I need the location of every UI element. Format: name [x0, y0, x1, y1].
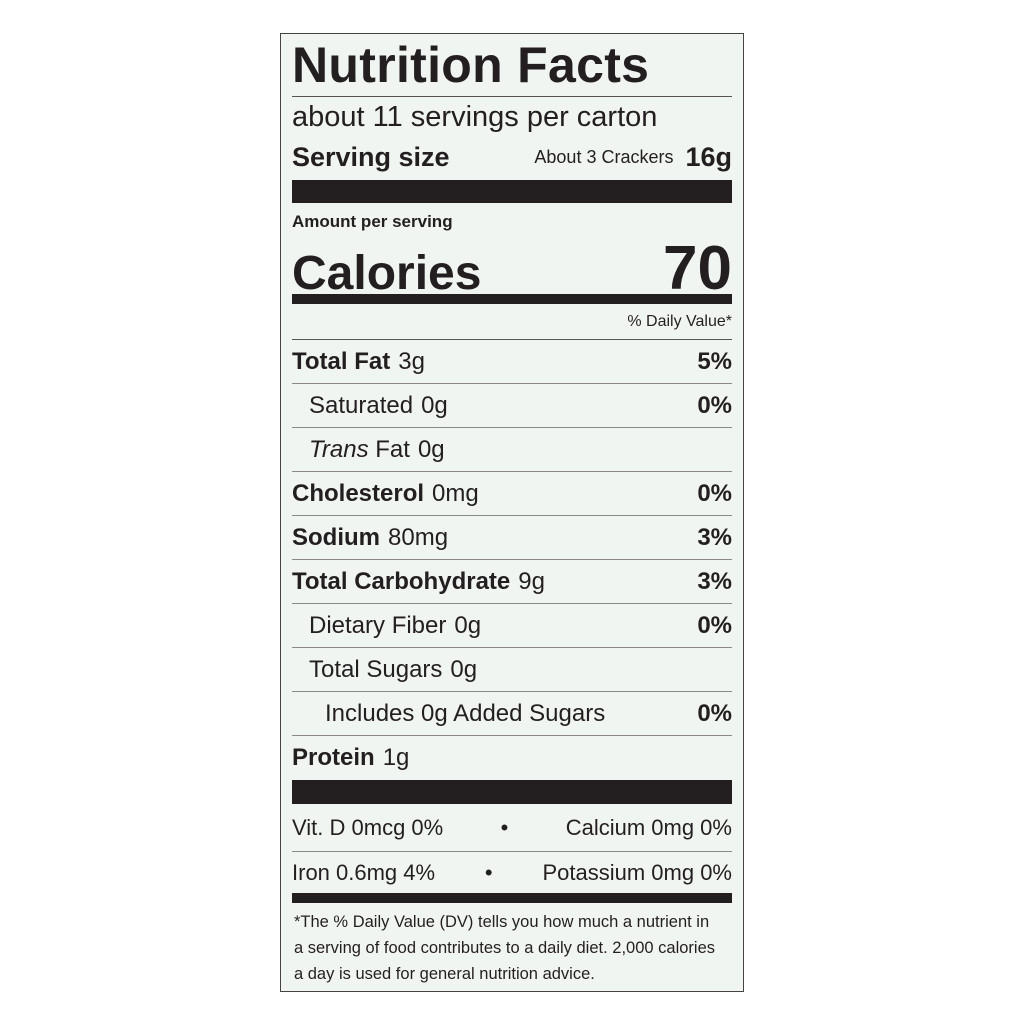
nutrient-label: Total Fat 3g: [292, 348, 425, 376]
nutrient-row: Cholesterol 0mg 0%: [292, 472, 732, 516]
vitamin-item: Iron 0.6mg 4%: [292, 859, 436, 885]
nutrient-name-italic: Trans: [309, 435, 369, 463]
nutrient-name: Total Carbohydrate: [292, 567, 511, 595]
serving-size-description: About 3 Crackers: [534, 147, 674, 167]
nutrient-row: Trans Fat 0g: [292, 428, 732, 472]
nutrient-name: Dietary Fiber: [309, 611, 447, 639]
serving-size-amount: 16g: [685, 142, 732, 172]
nutrient-name: Total Fat: [292, 347, 391, 375]
nutrient-name: Protein: [292, 744, 375, 771]
nutrient-row: Total Fat 3g 5%: [292, 340, 732, 384]
bullet: •: [500, 814, 509, 840]
medium-rule: [292, 294, 732, 304]
nutrient-label: Saturated 0g: [292, 392, 448, 420]
footnote: *The % Daily Value (DV) tells you how mu…: [294, 913, 715, 983]
calories-value: 70: [663, 234, 732, 303]
nutrient-label: Sodium 80mg: [292, 524, 448, 552]
nutrition-label: Nutrition Facts about 11 servings per ca…: [280, 33, 744, 992]
amount-per-serving: Amount per serving: [292, 212, 453, 231]
nutrient-amount: 3g: [398, 347, 425, 375]
nutrient-amount: 0mg: [432, 479, 479, 507]
vitamin-item: Calcium 0mg 0%: [565, 814, 732, 840]
nutrient-dv: 0%: [697, 391, 732, 419]
bullet: •: [484, 859, 493, 885]
nutrient-amount: 0g: [417, 435, 445, 463]
nutrient-label: Includes 0g Added Sugars: [292, 700, 605, 728]
nutrient-amount: 0g: [450, 655, 478, 683]
thick-rule: [292, 780, 732, 804]
vitamin-rows: Vit. D 0mcg 0% • Calcium 0mg 0% Iron 0.6mg …: [292, 804, 732, 893]
nutrient-dv: 0%: [697, 479, 732, 507]
nutrient-amount: 80mg: [388, 523, 449, 551]
vitamin-item: Vit. D 0mcg 0%: [292, 814, 444, 840]
nutrient-amount: 9g: [518, 567, 545, 595]
nutrient-name: Fat: [375, 435, 410, 463]
nutrient-label: Cholesterol 0mg: [292, 480, 479, 508]
nutrient-amount: 1g: [382, 744, 410, 771]
nutrient-row: Dietary Fiber 0g 0%: [292, 604, 732, 648]
vitamin-row: Vit. D 0mcg 0% • Calcium 0mg 0%: [292, 804, 732, 852]
nutrient-dv: 3%: [697, 523, 732, 551]
nutrient-label: Total Sugars 0g: [292, 656, 477, 684]
daily-value-header: % Daily Value*: [292, 304, 732, 340]
nutrient-amount: 0g: [454, 611, 482, 639]
serving-size: Serving size About 3 Crackers 16g: [292, 135, 732, 180]
calories: Calories 70: [292, 233, 732, 303]
nutrient-dv: 0%: [697, 611, 732, 639]
thick-rule: [292, 180, 732, 203]
nutrient-label: Trans Fat 0g: [292, 436, 445, 464]
nutrient-label: Dietary Fiber 0g: [292, 612, 481, 640]
title: Nutrition Facts: [292, 34, 732, 97]
nutrient-row: Sodium 80mg 3%: [292, 516, 732, 560]
nutrient-name: Total Sugars: [309, 655, 443, 683]
medium-rule: [292, 893, 732, 903]
nutrient-row: Total Carbohydrate 9g 3%: [292, 560, 732, 604]
nutrient-name: Sodium: [292, 523, 380, 551]
vitamin-row: Iron 0.6mg 4% • Potassium 0mg 0%: [292, 852, 732, 893]
nutrient-rows: Total Fat 3g 5% Saturated 0g 0% Trans Fat 0g Cho…: [292, 340, 732, 780]
servings: about 11 servings per carton: [292, 101, 658, 133]
nutrient-dv: 3%: [697, 567, 732, 595]
nutrient-row: Total Sugars 0g: [292, 648, 732, 692]
serving-size-label: Serving size: [292, 142, 450, 172]
nutrient-dv: 0%: [697, 699, 732, 727]
nutrient-row: Protein 1g: [292, 736, 732, 780]
vitamin-item: Potassium 0mg 0%: [542, 859, 732, 885]
nutrient-amount: 0g: [421, 391, 448, 419]
calories-label: Calories: [292, 247, 482, 300]
nutrient-label: Total Carbohydrate 9g: [292, 568, 545, 596]
nutrient-name: Saturated: [309, 391, 414, 419]
nutrient-row: Includes 0g Added Sugars 0%: [292, 692, 732, 736]
nutrient-row: Saturated 0g 0%: [292, 384, 732, 428]
nutrient-name: Includes 0g Added Sugars: [325, 699, 606, 727]
nutrient-name: Cholesterol: [292, 479, 425, 507]
nutrient-dv: 5%: [697, 347, 732, 375]
nutrient-label: Protein 1g: [292, 744, 409, 772]
